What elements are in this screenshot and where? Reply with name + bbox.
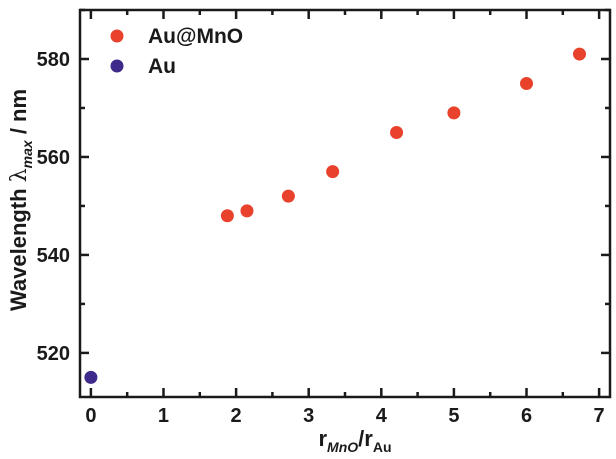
x-tick-label: 4 [376,405,388,427]
legend-marker-au [110,59,124,73]
y-tick-label: 520 [37,343,70,365]
x-axis-title-sub1: MnO [327,439,358,455]
y-axis-title-lambda: λ [7,168,32,182]
x-tick-label: 3 [303,405,314,427]
data-point-au [84,370,98,384]
data-point-au-mno [326,165,340,179]
legend-label-au-mno: Au@MnO [148,25,243,48]
x-tick-label: 2 [231,405,242,427]
x-tick-label: 1 [158,405,169,427]
data-point-au-mno [220,209,234,223]
y-axis-title: Wavelength λmax / nm [6,89,35,311]
axis-tick-labels: 0 1 2 3 4 5 6 7 520 540 560 580 [37,49,605,427]
y-tick-label: 540 [37,245,70,267]
x-axis-title-sub2: Au [373,439,392,455]
legend-label-au: Au [148,55,176,78]
data-point-au-mno [240,204,254,218]
x-axis-title-sep: /r [358,426,373,451]
x-tick-label: 5 [448,405,459,427]
x-tick-label: 6 [521,405,532,427]
y-tick-label: 580 [37,49,70,71]
y-axis-title-sub: max [19,139,35,168]
data-point-au-mno [520,76,534,90]
x-tick-label: 7 [594,405,605,427]
data-point-au-mno [447,106,461,120]
data-point-au-mno [390,125,404,139]
data-point-au-mno [281,189,295,203]
legend: Au@MnO Au [110,25,243,78]
data-point-au-mno [573,47,587,61]
legend-marker-au-mno [110,29,124,43]
x-axis-title: rMnO/rAu [318,426,391,455]
y-axis-title-prefix: Wavelength [6,182,31,311]
axis-ticks [80,8,610,397]
y-axis-title-suffix: / nm [6,89,31,140]
data-points [84,47,587,384]
x-axis-title-main: r [318,426,327,451]
y-tick-label: 560 [37,147,70,169]
x-tick-label: 0 [85,405,96,427]
